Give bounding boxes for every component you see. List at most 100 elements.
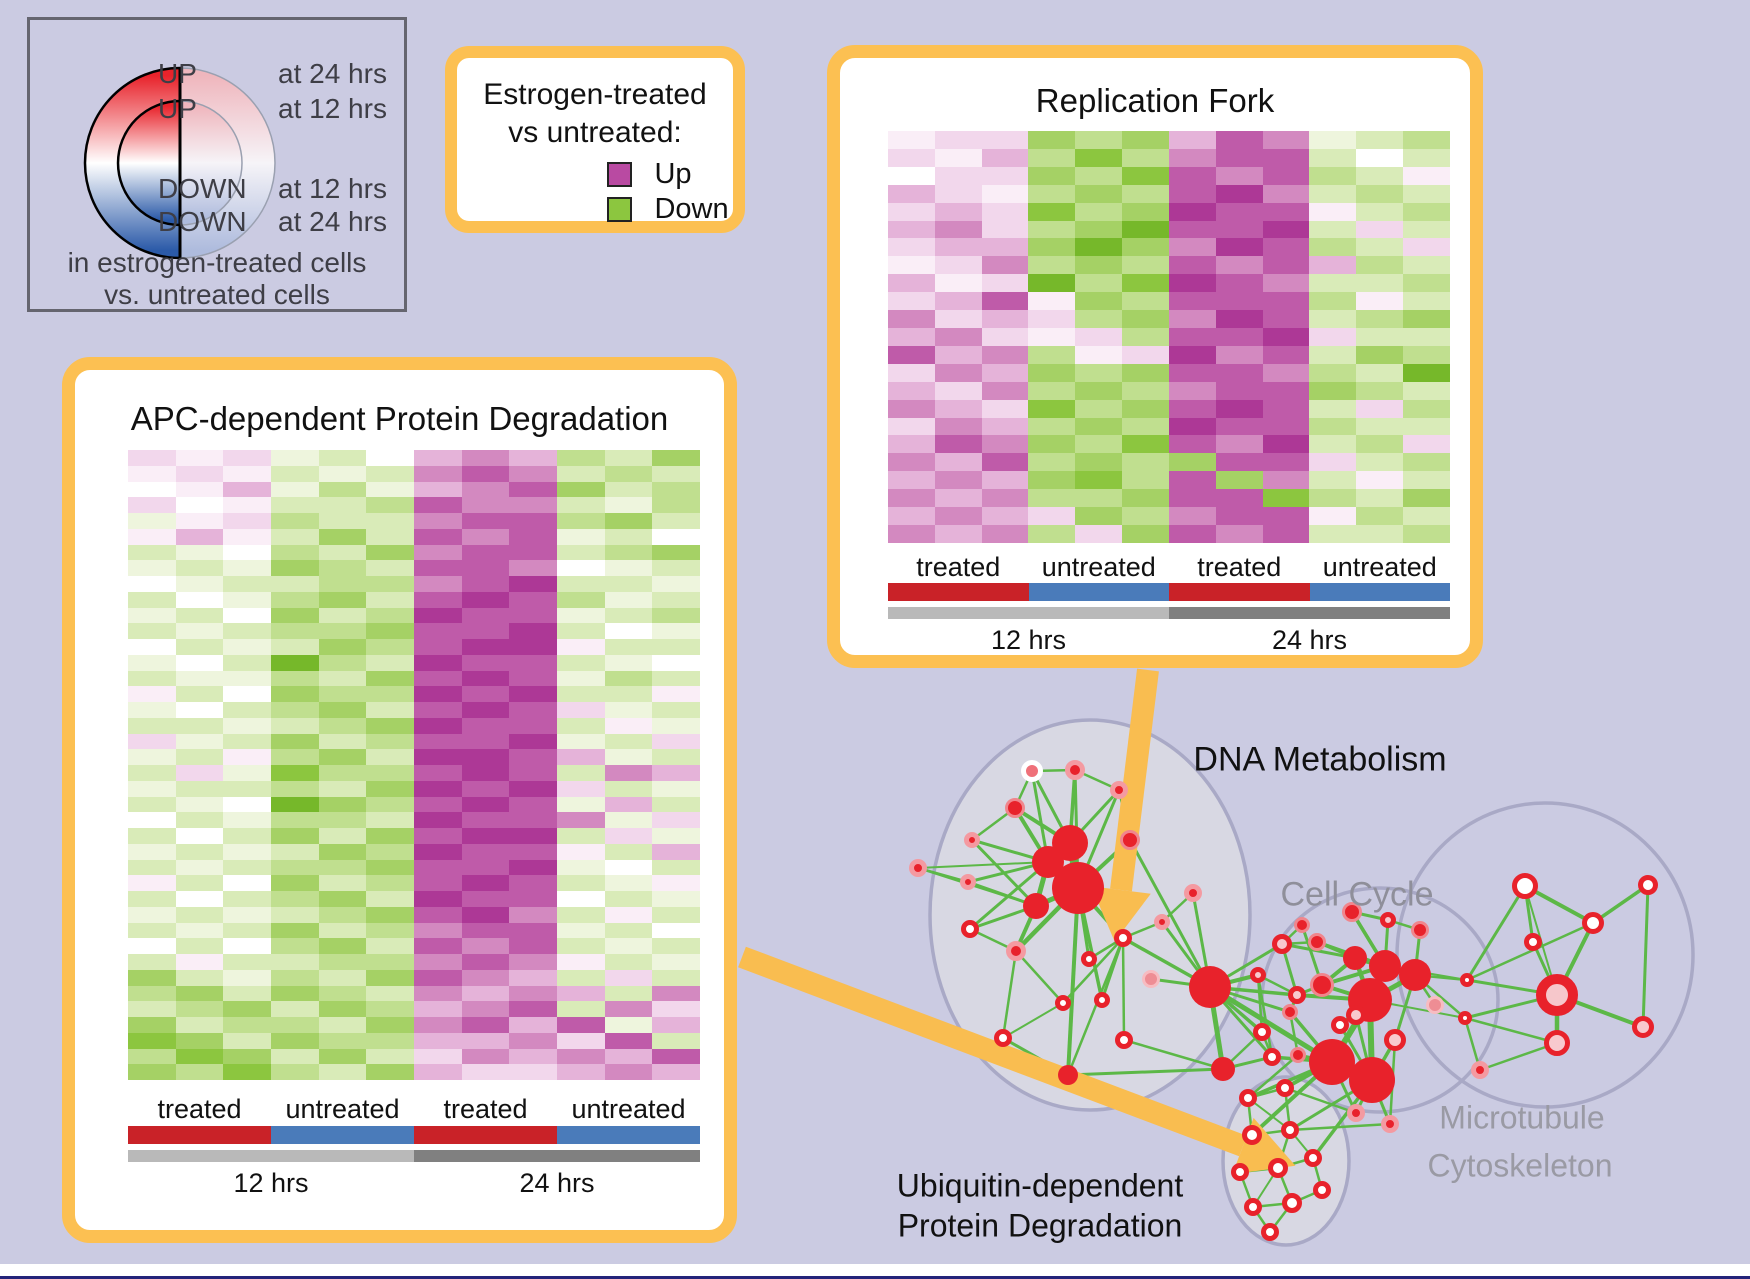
heatmap-cell: [1028, 202, 1076, 221]
treated-bar: [128, 1126, 271, 1144]
heatmap-cell: [414, 654, 462, 671]
heatmap-cell: [1215, 489, 1263, 508]
heatmap-cell: [1356, 327, 1404, 346]
heatmap-cell: [652, 623, 700, 639]
network-edge: [1128, 839, 1212, 988]
heatmap-cell: [652, 528, 700, 545]
heatmap-cell: [366, 954, 414, 970]
heatmap-cell: [318, 969, 367, 986]
heatmap-cell: [652, 954, 700, 970]
heatmap-cell: [981, 363, 1029, 382]
heatmap-cell: [1356, 148, 1404, 167]
heatmap-cell: [557, 969, 605, 986]
heatmap-cell: [1356, 417, 1404, 436]
network-node: [1055, 995, 1071, 1011]
legend-row-up-12: UP at 12 hrs: [30, 93, 404, 124]
untreated-bar: [1309, 583, 1450, 601]
heatmap-cell: [652, 1032, 700, 1049]
heatmap-cell: [414, 1048, 462, 1065]
heatmap-cell: [1122, 274, 1169, 293]
heatmap-cell: [509, 780, 557, 797]
heatmap-cell: [1168, 148, 1216, 167]
network-edge: [1384, 965, 1468, 981]
label-ubiquitin-line1: Ubiquitin-dependent: [896, 1167, 1184, 1204]
heatmap-cell: [366, 607, 414, 624]
heatmap-cell: [1122, 148, 1169, 167]
estrogen-legend-title-line1: Estrogen-treated: [483, 78, 707, 111]
heatmap-cell: [1215, 184, 1263, 203]
group-label: untreated: [1041, 552, 1156, 582]
heatmap-cell: [1028, 507, 1076, 526]
heatmap-cell: [318, 749, 367, 765]
heatmap-cell: [652, 796, 700, 813]
heatmap-cell: [128, 544, 176, 561]
network-edge: [1247, 1097, 1291, 1131]
heatmap-cell: [271, 1064, 319, 1080]
heatmap-cell: [366, 528, 414, 545]
heatmap-cell: [934, 489, 982, 508]
network-edge: [1191, 892, 1212, 988]
heatmap-cell: [223, 828, 271, 844]
heatmap-cell: [1356, 220, 1404, 239]
heatmap-cell: [1075, 363, 1123, 382]
heatmap-cell: [1168, 131, 1216, 149]
heatmap-cell: [1309, 327, 1357, 346]
heatmap-cell: [888, 471, 935, 490]
apc-time-bars: [128, 1150, 700, 1162]
heatmap-cell: [1122, 256, 1169, 275]
heatmap-cell: [318, 1001, 367, 1017]
heatmap-cell: [509, 654, 557, 671]
heatmap-cell: [461, 733, 510, 750]
network-edge: [1209, 985, 1298, 997]
heatmap-cell: [604, 891, 653, 907]
network-edge: [1316, 940, 1386, 968]
heatmap-cell: [414, 922, 462, 939]
heatmap-cell: [223, 686, 271, 702]
heatmap-cell: [1309, 148, 1357, 167]
group-label: untreated: [285, 1094, 400, 1124]
heatmap-cell: [1403, 238, 1450, 257]
heatmap-cell: [557, 922, 605, 939]
network-edge: [1523, 885, 1535, 943]
network-edge: [1393, 974, 1417, 1041]
heatmap-cell: [981, 453, 1029, 472]
heatmap-cell: [604, 843, 653, 860]
heatmap-cell: [1168, 345, 1216, 364]
heatmap-cell: [1028, 489, 1076, 508]
network-node: [1349, 1057, 1395, 1103]
network-edge: [1257, 973, 1298, 997]
heatmap-cell: [223, 812, 271, 828]
network-edge: [1247, 1054, 1299, 1099]
heatmap-cell: [1168, 471, 1216, 490]
heatmap-cell: [604, 1032, 653, 1049]
heatmap-cell: [509, 528, 557, 545]
heatmap-cell: [652, 654, 700, 671]
heatmap-cell: [271, 591, 319, 608]
treated-bar: [414, 1126, 557, 1144]
heatmap-cell: [175, 1017, 224, 1033]
network-node: [1184, 884, 1202, 902]
network-node: [994, 1029, 1012, 1047]
network-node: [1094, 992, 1110, 1008]
network-edge: [1161, 892, 1194, 923]
network-node: [1343, 946, 1367, 970]
heatmap-cell: [888, 345, 935, 364]
heatmap-cell: [128, 733, 176, 750]
heatmap-cell: [981, 525, 1029, 543]
heatmap-cell: [1122, 453, 1169, 472]
heatmap-cell: [461, 717, 510, 734]
legend-item-up: Up: [607, 158, 692, 190]
heatmap-cell: [888, 525, 935, 543]
network-edge: [1001, 950, 1018, 1039]
heatmap-cell: [223, 749, 271, 765]
legend-dir-label: DOWN: [158, 173, 247, 204]
heatmap-cell: [557, 828, 605, 844]
time-label: 12 hrs: [990, 625, 1067, 655]
network-edge: [1062, 937, 1124, 1004]
heatmap-cell: [318, 560, 367, 576]
cluster-ellipse-cell-cycle: [1260, 886, 1500, 1114]
network-edge: [1123, 1038, 1224, 1071]
heatmap-cell: [652, 497, 700, 513]
network-edge: [1370, 1079, 1392, 1125]
heatmap-cell: [414, 497, 462, 513]
